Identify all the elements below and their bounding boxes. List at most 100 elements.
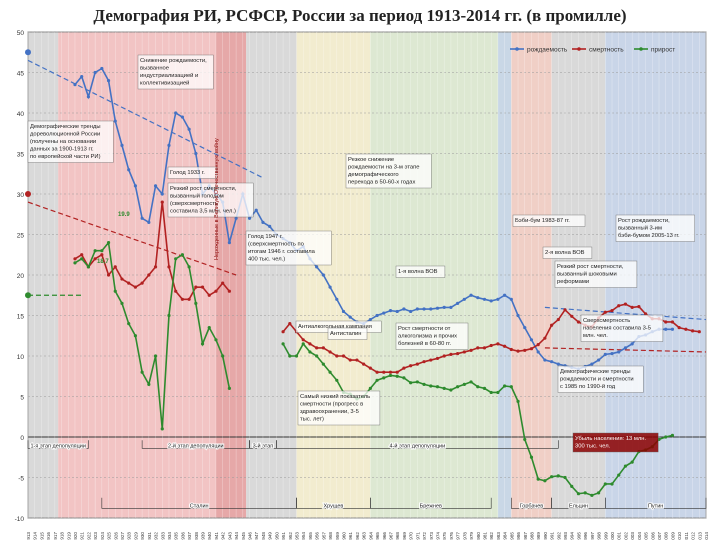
data-point — [160, 427, 164, 431]
data-point — [449, 305, 453, 309]
data-point — [140, 216, 144, 220]
annotation-text: Демографические тренды дореволюционной Ро… — [30, 124, 101, 160]
annotation: Убыль населения: 13 млн. 300 тыс. чел. — [572, 432, 659, 453]
annotation-box — [572, 432, 659, 453]
data-point — [375, 313, 379, 318]
period-label: Горбачев — [520, 503, 544, 509]
y-tick-label: -10 — [15, 516, 25, 523]
x-tick-label: 2001 — [617, 532, 622, 540]
data-point — [630, 305, 634, 309]
x-tick-label: 1977 — [456, 532, 461, 540]
x-tick-label: 2013 — [697, 532, 702, 540]
period-bracket — [276, 440, 559, 449]
data-point — [503, 293, 507, 297]
data-point — [449, 352, 453, 356]
x-tick-label: 2006 — [650, 532, 655, 540]
data-point — [153, 354, 158, 358]
x-tick-label: 1973 — [429, 532, 434, 540]
x-tick-label: 1978 — [462, 532, 467, 540]
annotation-text: Рост смертности от алкоголизма и прочих бо… — [398, 326, 457, 347]
data-point — [368, 386, 372, 390]
data-point — [153, 184, 158, 188]
data-point — [254, 208, 258, 212]
x-tick-label: 1925 — [107, 532, 112, 540]
data-point — [576, 492, 581, 496]
data-point — [489, 299, 493, 303]
x-tick-label: 1999 — [603, 532, 608, 540]
annotation: 2-я волна ВОВ — [542, 246, 593, 259]
data-point — [268, 224, 272, 228]
x-tick-label: 1913 — [26, 532, 31, 540]
data-point — [395, 309, 399, 314]
data-point — [106, 79, 111, 83]
data-point — [247, 216, 252, 220]
annotations: Снижение рождаемости, вызванное индустриал… — [27, 54, 695, 453]
x-tick-label: 1946 — [248, 532, 253, 540]
chart-title: Демография РИ, РСФСР, России за период 1… — [93, 6, 627, 25]
x-tick-label: 1940 — [207, 532, 212, 540]
data-point — [194, 285, 198, 289]
data-point — [670, 327, 675, 331]
data-point — [375, 378, 379, 382]
x-tick-label: 1986 — [516, 532, 521, 540]
x-tick-label: 1974 — [435, 532, 440, 540]
x-tick-label: 1924 — [100, 532, 105, 540]
data-point — [516, 399, 520, 403]
x-tick-label: 1929 — [133, 532, 138, 540]
x-tick-label: 1994 — [570, 532, 575, 540]
x-tick-label: 1943 — [227, 532, 232, 540]
data-point — [630, 342, 634, 346]
data-point — [368, 317, 372, 322]
data-point — [294, 354, 299, 358]
data-point — [442, 305, 446, 309]
x-tick-label: 1927 — [120, 532, 125, 540]
x-tick-label: 1942 — [221, 532, 226, 540]
data-point — [496, 342, 500, 346]
data-point — [402, 307, 406, 311]
data-point — [422, 307, 426, 311]
x-tick-label: 1937 — [187, 532, 192, 540]
data-point — [456, 351, 460, 356]
data-point — [550, 475, 554, 479]
x-tick-label: 1982 — [489, 532, 494, 540]
x-tick-label: 1941 — [214, 532, 219, 540]
data-point — [73, 261, 77, 265]
x-tick-label: 1916 — [46, 532, 51, 540]
data-point — [140, 370, 144, 374]
x-tick-label: 1954 — [301, 532, 306, 540]
data-point — [556, 362, 560, 366]
data-point — [113, 289, 117, 293]
x-tick-label: 2000 — [610, 532, 615, 540]
data-point — [415, 307, 419, 311]
data-point — [167, 265, 171, 269]
data-point — [570, 314, 574, 318]
data-point — [106, 241, 111, 245]
legend-label: смертность — [589, 47, 624, 54]
data-point — [462, 382, 466, 386]
data-point — [630, 460, 634, 464]
x-tick-label: 1975 — [442, 532, 447, 540]
data-point — [496, 297, 500, 301]
x-tick-label: 1917 — [53, 532, 58, 540]
data-point — [590, 362, 594, 366]
x-tick-label: 1945 — [241, 532, 246, 540]
data-point — [73, 257, 77, 261]
data-point — [610, 351, 614, 356]
annotation-text: Антиалкогольная кампания — [298, 324, 372, 330]
data-point — [174, 289, 178, 293]
annotation-text: Голод 1947 г. (сверхсмертность по итогам 1… — [248, 234, 316, 263]
y-tick-label: 40 — [17, 111, 25, 118]
annotation: Рост рождаемости, вызванный 3-им бэби-бумо… — [615, 214, 695, 242]
data-point — [288, 322, 292, 326]
x-tick-label: 1951 — [281, 532, 286, 540]
annotation: Снижение рождаемости, вызванное индустриал… — [137, 54, 214, 90]
annotation-text: 18,7 — [97, 259, 109, 265]
data-point — [328, 285, 332, 289]
x-tick-label: 1932 — [154, 532, 159, 540]
x-tick-label: 1938 — [194, 532, 199, 540]
data-point — [315, 265, 319, 269]
x-tick-label: 1981 — [482, 532, 487, 540]
x-tick-label: 1995 — [576, 532, 581, 540]
data-point — [429, 307, 433, 311]
